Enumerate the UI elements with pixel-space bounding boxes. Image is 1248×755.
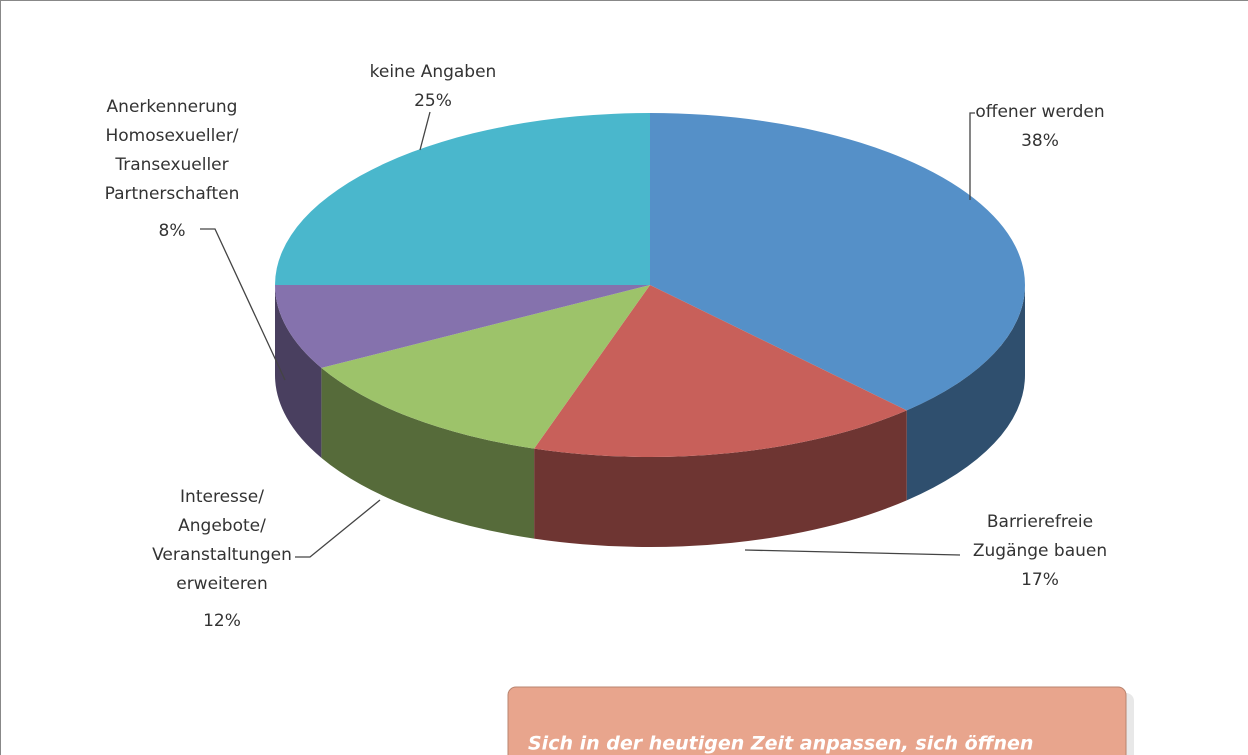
value-label: 17% — [1021, 570, 1059, 590]
slice-label: Angebote/ — [178, 516, 266, 536]
pie-slice — [321, 285, 650, 449]
slice-label: Partnerschaften — [105, 184, 240, 204]
slice-label: Veranstaltungen — [152, 545, 292, 565]
pie-side — [321, 367, 535, 539]
slice-label: Interesse/ — [180, 487, 264, 507]
value-label: 25% — [414, 91, 452, 111]
leader-line — [419, 111, 431, 151]
leader-line — [744, 549, 961, 556]
leader-line — [295, 499, 381, 558]
slice-label: Anerkennerung — [107, 97, 238, 117]
pie-side — [906, 285, 1025, 501]
leader-line — [200, 228, 286, 381]
value-label: 12% — [203, 611, 241, 631]
pie-side — [534, 410, 907, 547]
slice-label: Barrierefreie — [987, 512, 1093, 532]
pie-slice — [650, 113, 1025, 411]
slice-label: keine Angaben — [370, 62, 497, 82]
slice-label: erweiteren — [176, 574, 268, 594]
pie-slice — [275, 285, 650, 368]
callout-text: Sich in der heutigen Zeit anpassen, sich… — [528, 733, 1033, 755]
value-label: 38% — [1021, 131, 1059, 151]
slice-label: Transexueller — [114, 155, 228, 175]
value-label: 8% — [159, 221, 186, 241]
slice-label: offener werden — [975, 102, 1104, 122]
leader-line — [969, 112, 975, 200]
pie-side — [275, 285, 322, 458]
pie-slice — [534, 285, 907, 457]
pie-slice — [275, 113, 650, 285]
callout-box — [507, 686, 1127, 755]
slice-label: Homosexueller/ — [105, 126, 238, 146]
slice-label: Zugänge bauen — [973, 541, 1107, 561]
